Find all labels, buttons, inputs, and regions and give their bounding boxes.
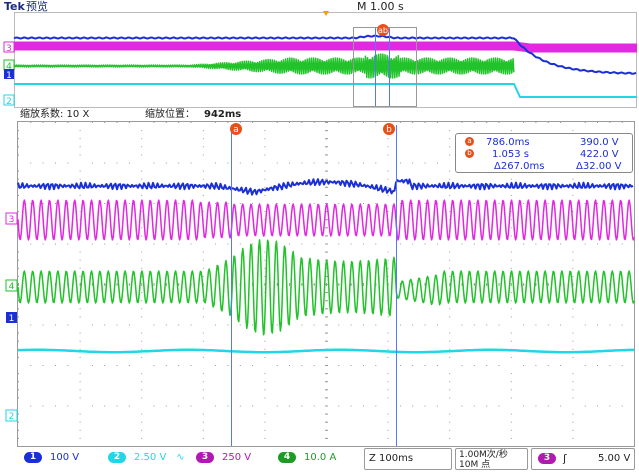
overview-cursor-marker-icon: [377, 24, 389, 36]
trigger-level-value: 5.00 V: [598, 453, 631, 464]
cursor-a-value: 390.0 V: [580, 137, 619, 148]
ch3-badge: 3: [196, 451, 214, 463]
svg-text:1: 1: [9, 314, 15, 324]
ch3-scale-readout[interactable]: 3 250 V: [196, 451, 251, 463]
overview-ch3-marker[interactable]: 3: [3, 41, 15, 54]
trigger-source-badge: 3: [538, 453, 556, 464]
brand-logo: Tek: [4, 0, 25, 13]
cursor-delta-time: Δ267.0ms: [494, 161, 545, 172]
overview-ch4-waveform: [13, 53, 515, 79]
ch2-waveform: [17, 348, 634, 354]
svg-text:2: 2: [6, 97, 12, 107]
svg-text:3: 3: [6, 44, 12, 54]
zoom-factor-label: 缩放系数: 10 X: [20, 109, 90, 120]
ch1-waveform: [17, 178, 634, 196]
overview-panel: ab 3 4 1 2: [3, 11, 637, 108]
cursor-readout-panel: a 786.0ms 390.0 V b 1.053 s 422.0 V Δ267…: [455, 133, 633, 173]
ch4-scale-value: 10.0 A: [304, 451, 337, 463]
overview-ch2-marker[interactable]: 2: [3, 94, 15, 107]
svg-text:2: 2: [9, 412, 15, 422]
ch3-scale-value: 250 V: [222, 451, 252, 463]
sample-rate-value: 1.00M次/秒: [459, 450, 508, 460]
cursor-a-marker[interactable]: a: [230, 123, 242, 135]
timebase-readout: M 1.00 s: [357, 0, 404, 13]
cursor-b-value: 422.0 V: [580, 149, 619, 160]
ch2-scale-value: 2.50 V: [134, 451, 167, 463]
svg-text:1: 1: [6, 71, 12, 81]
overview-ch2-waveform: [14, 83, 637, 98]
cursor-a-time: 786.0ms: [486, 137, 530, 148]
ch4-badge: 4: [278, 451, 296, 463]
zoom-position-label: 缩放位置：: [145, 109, 195, 120]
zoom-timebase-box[interactable]: Z 100ms: [364, 448, 452, 470]
ch1-badge: 1: [24, 451, 42, 463]
ch1-marker[interactable]: 1: [6, 312, 17, 324]
ch2-marker[interactable]: 2: [5, 409, 18, 422]
ch2-bandwidth-icon: ∿: [176, 451, 185, 463]
zoom-timebase-value: Z 100ms: [369, 453, 414, 464]
overview-ch1-marker[interactable]: 1: [4, 69, 14, 81]
cursor-b-readout-icon: b: [465, 149, 474, 158]
overview-cursor-marker-label: ab: [378, 26, 388, 35]
cursor-b-marker[interactable]: b: [383, 123, 395, 135]
zoom-position-value: 942ms: [204, 109, 242, 120]
overview-ch1-waveform: [13, 34, 637, 75]
record-length-value: 10M 点: [459, 460, 491, 470]
trigger-position-icon[interactable]: [323, 11, 329, 16]
ch4-scale-readout[interactable]: 4 10.0 A: [278, 451, 336, 463]
svg-text:b: b: [386, 125, 392, 135]
cursor-delta-value: Δ32.00 V: [576, 161, 622, 172]
ch2-badge: 2: [108, 451, 126, 463]
svg-text:4: 4: [6, 62, 12, 72]
cursor-a-readout-icon: a: [465, 137, 474, 146]
ch1-scale-readout[interactable]: 1 100 V: [24, 451, 79, 463]
ch4-marker[interactable]: 4: [5, 279, 18, 292]
trigger-box[interactable]: 3 ʃ 5.00 V: [531, 448, 635, 470]
svg-text:4: 4: [9, 282, 15, 292]
ch2-scale-readout[interactable]: 2 2.50 V ∿: [108, 451, 185, 463]
ch3-waveform: [17, 199, 635, 241]
svg-text:a: a: [233, 125, 239, 135]
trigger-slope-icon: ʃ: [563, 452, 567, 465]
ch1-scale-value: 100 V: [50, 451, 80, 463]
cursor-b-time: 1.053 s: [492, 149, 530, 160]
acquisition-box[interactable]: 1.00M次/秒 10M 点: [455, 448, 528, 470]
ch4-waveform: [17, 239, 635, 336]
acquisition-mode: 预览: [26, 0, 48, 13]
ch3-marker[interactable]: 3: [5, 212, 18, 225]
svg-text:3: 3: [9, 215, 15, 225]
